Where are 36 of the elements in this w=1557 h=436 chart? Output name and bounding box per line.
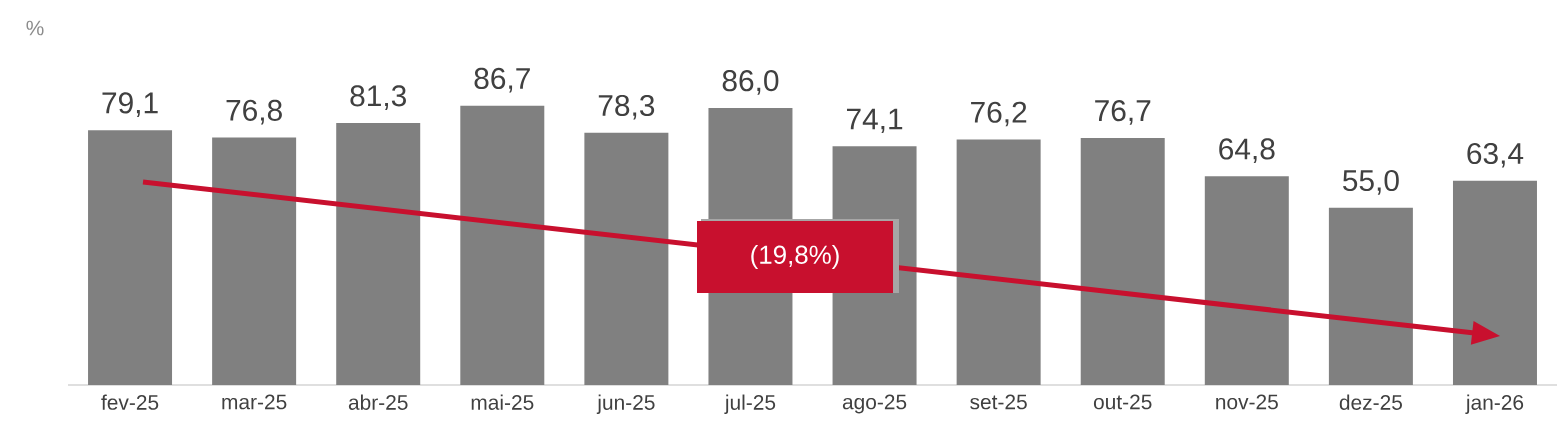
- data-label: 55,0: [1343, 169, 1399, 195]
- x-tick-label: abr-25: [348, 394, 408, 410]
- bar: [1204, 176, 1289, 385]
- data-label: 76,7: [1095, 100, 1151, 125]
- x-tick-label: fev-25: [101, 394, 159, 410]
- x-tick-label: set-25: [970, 394, 1027, 410]
- bar: [336, 123, 421, 385]
- data-label: 79,1: [102, 92, 158, 118]
- annotation: (19,8%): [751, 244, 839, 270]
- x-tick-label: mai-25: [471, 394, 534, 410]
- x-tick-label: nov-25: [1216, 394, 1278, 410]
- x-tick-label: jan-26: [1465, 394, 1524, 415]
- data-label: 86,7: [474, 67, 530, 93]
- bar: [460, 105, 545, 385]
- data-label: 76,8: [226, 99, 282, 125]
- x-tick-label: dez-25: [1339, 394, 1402, 410]
- x-tick-label: jun-25: [596, 394, 655, 415]
- x-tick-label: jul-25: [724, 394, 776, 415]
- bar: [88, 130, 173, 385]
- data-label: 74,1: [847, 108, 903, 134]
- data-label: 64,8: [1219, 138, 1275, 164]
- bar: [212, 137, 297, 385]
- data-label: 81,3: [350, 85, 406, 110]
- x-tick-label: out-25: [1093, 394, 1152, 410]
- bar: [1080, 137, 1165, 385]
- x-tick-label: mar-25: [222, 394, 287, 410]
- bar: [956, 139, 1041, 385]
- data-label: 86,0: [722, 70, 779, 95]
- data-label: 63,4: [1467, 142, 1524, 168]
- data-label: 76,2: [971, 101, 1027, 127]
- bar: [1452, 180, 1537, 385]
- bar: [1328, 207, 1413, 385]
- data-label: 78,3: [598, 94, 655, 120]
- x-tick-label: ago-25: [842, 394, 907, 414]
- bar: [584, 132, 669, 385]
- y-axis-title: %: [26, 20, 44, 36]
